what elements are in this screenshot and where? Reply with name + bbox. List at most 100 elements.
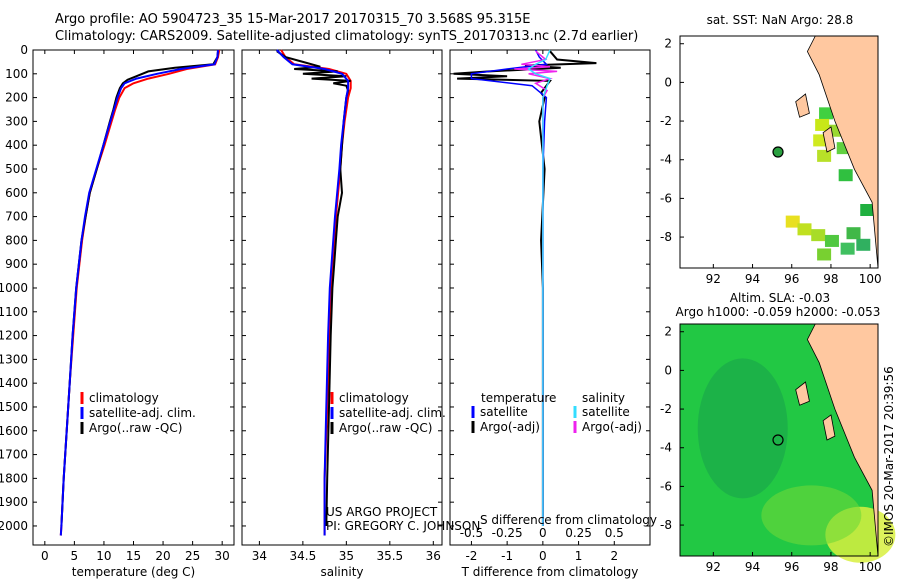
map-xtick-label: 94	[745, 560, 760, 574]
legend-label: Argo(..raw -QC)	[339, 421, 432, 435]
ytick-label: 1900	[0, 495, 28, 509]
panel-3-xlabel-top: S difference from climatology	[480, 513, 657, 527]
ytick-label: 800	[5, 233, 28, 247]
climatology-line	[280, 49, 352, 536]
legend-title-temperature: temperature	[481, 391, 556, 405]
ytick-label: 500	[5, 162, 28, 176]
sst-cell	[811, 229, 826, 242]
map-xtick-label: 96	[784, 560, 799, 574]
map-ytick-label: -2	[660, 402, 672, 416]
map-xtick-label: 96	[784, 272, 799, 286]
satellite-line	[276, 49, 350, 536]
sst-cell	[838, 169, 853, 182]
ytick-label: 1800	[0, 471, 28, 485]
ytick-label: 600	[5, 186, 28, 200]
xtick-label: 34	[252, 549, 267, 563]
map-ytick-label: -8	[660, 518, 672, 532]
xtick-label: 5	[71, 549, 79, 563]
credit-line2: PI: GREGORY C. JOHNSON	[326, 519, 480, 533]
panel-1-frame	[32, 49, 235, 546]
map-ytick-label: -4	[660, 441, 672, 455]
land-island	[795, 93, 810, 118]
ytick-label: 1300	[0, 352, 28, 366]
ytick-label: 700	[5, 210, 28, 224]
map-ytick-label: -6	[660, 479, 672, 493]
map-1-title: sat. SST: NaN Argo: 28.8	[707, 13, 854, 27]
sst-cell	[785, 215, 800, 228]
xtick-label: 35.5	[376, 549, 403, 563]
sst-cell	[819, 107, 834, 120]
ytick-label: 1200	[0, 329, 28, 343]
ytick-label: 1000	[0, 281, 28, 295]
panel-3-frame	[449, 49, 651, 546]
ytick-label: 900	[5, 257, 28, 271]
map-ytick-label: -6	[660, 191, 672, 205]
map-ytick-label: 2	[664, 37, 672, 51]
map-xtick-label: 98	[823, 272, 838, 286]
ytick-label: 0	[20, 43, 28, 57]
land-island	[822, 414, 836, 441]
map-1	[679, 35, 879, 269]
map-ytick-label: 0	[664, 75, 672, 89]
map-frame	[679, 35, 879, 269]
sst-cell	[860, 204, 875, 216]
map-2-subtitle: Argo h1000: -0.059 h2000: -0.053	[676, 305, 881, 319]
ytick-label: 1100	[0, 305, 28, 319]
xtick-label: 30	[215, 549, 230, 563]
legend-label: Argo(..raw -QC)	[89, 421, 182, 435]
xtick-label: 10	[96, 549, 111, 563]
sst-cell	[797, 223, 812, 236]
xtick-label: 25	[185, 549, 200, 563]
panel-2-frame	[241, 49, 443, 546]
sla-low-area	[697, 358, 788, 499]
sst-cell	[846, 227, 861, 240]
xtick-label: 15	[126, 549, 141, 563]
legend-label: Argo(-adj)	[480, 420, 540, 434]
s-argo-line	[514, 50, 558, 526]
ytick-label: 2000	[0, 519, 28, 533]
map-ytick-label: -2	[660, 114, 672, 128]
sst-cell	[824, 234, 839, 247]
xtick-label: -1	[501, 549, 513, 563]
sst-cell	[817, 248, 832, 261]
xtick-top-label: -0.5	[460, 526, 483, 540]
argo-position-marker	[772, 146, 784, 158]
xtick-label: 0	[41, 549, 49, 563]
map-xtick-label: 100	[859, 272, 882, 286]
header-line1: Argo profile: AO 5904723_35 15-Mar-2017 …	[55, 12, 531, 27]
legend-label: satellite-adj. clim.	[89, 406, 196, 420]
xtick-label: 20	[155, 549, 170, 563]
panel-1-xlabel: temperature (deg C)	[72, 565, 195, 579]
legend-label: climatology	[89, 391, 159, 405]
ytick-label: 400	[5, 138, 28, 152]
xtick-top-label: 0.25	[565, 526, 592, 540]
argo-line	[276, 50, 351, 527]
legend-title-salinity: salinity	[582, 391, 625, 405]
map-ytick-label: 2	[664, 325, 672, 339]
xtick-top-label: -0.25	[492, 526, 523, 540]
map-xtick-label: 92	[706, 272, 721, 286]
map-2-title: Altim. SLA: -0.03	[730, 291, 830, 305]
header-line2: Climatology: CARS2009. Satellite-adjuste…	[55, 29, 639, 44]
sla-mid-area	[761, 485, 862, 546]
map-ytick-label: -4	[660, 153, 672, 167]
sst-cell	[840, 242, 855, 255]
legend-label: satellite-adj. clim.	[339, 406, 446, 420]
ytick-label: 1400	[0, 376, 28, 390]
ytick-label: 200	[5, 91, 28, 105]
sst-cell	[856, 238, 871, 251]
map-xtick-label: 92	[706, 560, 721, 574]
xtick-label: 36	[426, 549, 441, 563]
ytick-label: 300	[5, 114, 28, 128]
xtick-label: 35	[339, 549, 354, 563]
map-2	[679, 323, 896, 563]
t-satellite-line	[470, 49, 549, 526]
s-satellite-line	[527, 49, 551, 526]
legend-label: satellite	[480, 405, 528, 419]
xtick-label: 2	[610, 549, 618, 563]
xtick-top-label: 0.5	[605, 526, 624, 540]
panel-2-xlabel: salinity	[320, 565, 363, 579]
map-xtick-label: 100	[859, 560, 882, 574]
ytick-label: 1500	[0, 400, 28, 414]
